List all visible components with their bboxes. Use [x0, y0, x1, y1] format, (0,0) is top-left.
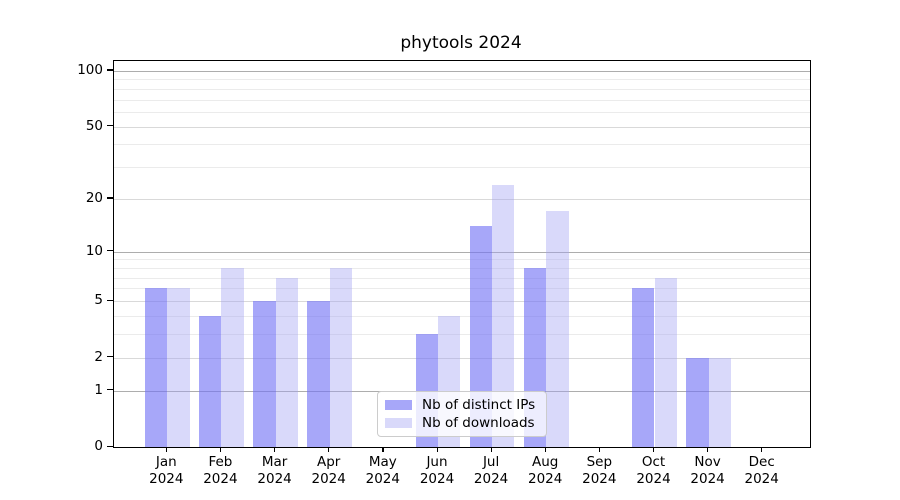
gridline: [114, 79, 810, 81]
x-tick: [436, 447, 438, 453]
gridline: [114, 144, 810, 146]
x-tick: [328, 447, 330, 453]
x-tick-label: Sep 2024: [582, 454, 617, 487]
gridline: [114, 112, 810, 113]
x-tick-label: Jan 2024: [149, 454, 184, 487]
y-tick-label: 2: [94, 348, 103, 365]
gridline: [114, 251, 810, 253]
bar-downloads: [708, 357, 731, 447]
gridline: [114, 88, 810, 90]
x-tick-label: Nov 2024: [690, 454, 725, 487]
y-tick-label: 5: [94, 292, 103, 308]
x-tick-label: Oct 2024: [636, 454, 671, 487]
bar-downloads: [492, 184, 515, 447]
x-tick-label: Apr 2024: [311, 454, 346, 487]
y-tick-label: 10: [85, 242, 103, 259]
bar-distinct-ips: [253, 301, 276, 447]
bar-downloads: [546, 211, 569, 447]
y-tick: [107, 69, 113, 71]
x-tick: [653, 447, 655, 453]
x-tick: [598, 447, 601, 453]
y-tick: [107, 299, 113, 301]
y-tick: [107, 389, 113, 391]
x-tick: [382, 447, 384, 453]
gridline: [114, 315, 810, 317]
gridline: [114, 301, 810, 302]
legend-swatch-downloads-icon: [385, 418, 412, 428]
chart-title: phytools 2024: [400, 33, 522, 53]
legend-label: Nb of downloads: [422, 415, 535, 431]
gridline: [114, 277, 810, 279]
bar-distinct-ips: [632, 288, 655, 447]
gridline: [114, 334, 810, 335]
x-tick-label: Aug 2024: [528, 454, 563, 487]
bar-downloads: [275, 277, 298, 447]
x-tick-label: Mar 2024: [257, 454, 292, 487]
y-tick: [107, 250, 113, 252]
x-tick: [274, 447, 276, 453]
x-tick-label: Jul 2024: [473, 454, 509, 487]
legend-label: Nb of distinct IPs: [422, 397, 536, 413]
bar-downloads: [654, 277, 677, 447]
gridline: [114, 259, 810, 261]
y-tick: [107, 356, 113, 358]
gridline: [114, 70, 810, 72]
gridline: [114, 357, 810, 359]
plot-area: [113, 60, 811, 448]
x-tick-label: May 2024: [365, 454, 400, 487]
y-tick-label: 50: [85, 117, 103, 134]
bar-distinct-ips: [686, 357, 709, 447]
gridline: [114, 288, 810, 290]
x-tick-label: Jun 2024: [419, 454, 455, 487]
y-tick: [107, 125, 113, 127]
y-tick-label: 20: [85, 189, 103, 206]
gridline: [114, 99, 810, 101]
legend-swatch-distinct-ips-icon: [385, 400, 412, 410]
y-tick-label: 0: [94, 438, 103, 454]
gridline: [114, 126, 810, 128]
x-tick: [490, 447, 492, 453]
bar-distinct-ips: [307, 301, 330, 447]
legend-item: Nb of distinct IPs: [385, 397, 538, 413]
legend: Nb of distinct IPs Nb of downloads: [377, 391, 547, 437]
gridline: [114, 198, 810, 200]
y-tick: [107, 197, 113, 199]
bar-distinct-ips: [144, 288, 168, 447]
gridline: [114, 167, 810, 169]
x-tick-label: Dec 2024: [744, 454, 779, 487]
bar-downloads: [167, 288, 190, 447]
x-tick: [544, 447, 546, 453]
x-tick-label: Feb 2024: [203, 454, 238, 487]
x-tick: [219, 447, 222, 453]
bar-downloads: [329, 267, 353, 447]
y-tick-label: 100: [77, 61, 103, 78]
y-tick-label: 1: [94, 381, 103, 398]
bars-layer: [114, 61, 810, 447]
gridline: [114, 267, 810, 269]
bar-downloads: [221, 267, 244, 447]
legend-item: Nb of downloads: [385, 415, 538, 431]
y-tick: [107, 445, 113, 447]
x-tick: [761, 447, 763, 453]
bar-distinct-ips: [199, 315, 222, 447]
x-tick: [165, 447, 168, 453]
x-tick: [707, 447, 709, 453]
